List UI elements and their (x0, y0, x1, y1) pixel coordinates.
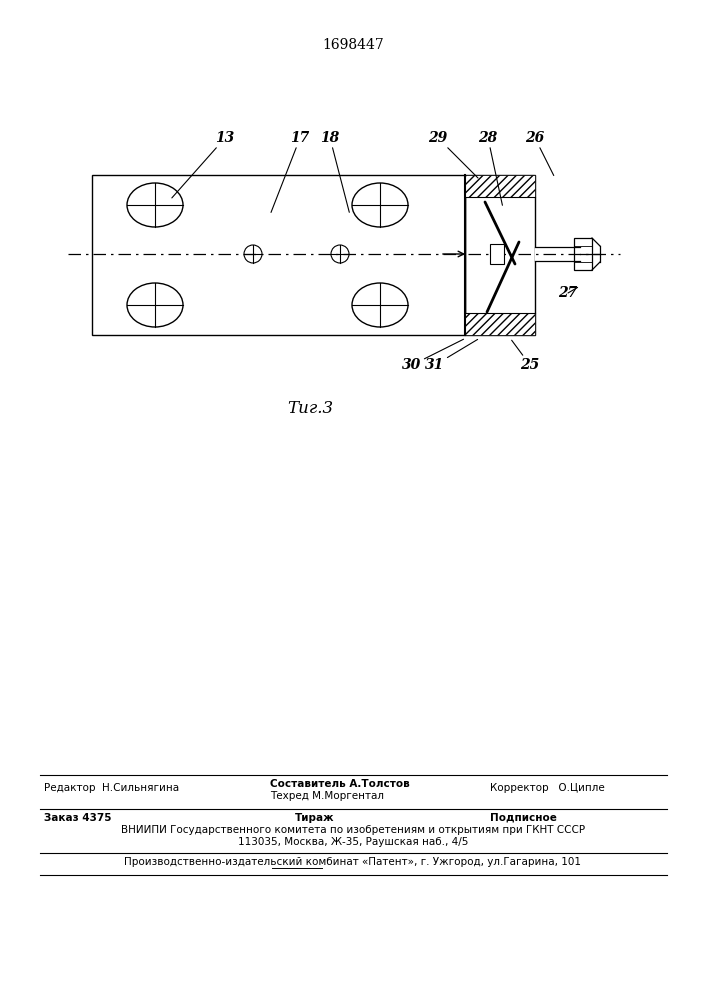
Bar (92, 175, 465, 335)
Text: Τиг.3: Τиг.3 (287, 400, 333, 417)
Text: ВНИИПИ Государственного комитета по изобретениям и открытиям при ГКНТ СССР: ВНИИПИ Государственного комитета по изоб… (121, 825, 585, 835)
Text: 31: 31 (426, 339, 478, 372)
Text: 25: 25 (512, 340, 539, 372)
Text: 29: 29 (428, 131, 478, 178)
Text: 113035, Москва, Ж-35, Раушская наб., 4/5: 113035, Москва, Ж-35, Раушская наб., 4/5 (238, 837, 468, 847)
Text: Корректор   О.Ципле: Корректор О.Ципле (490, 783, 604, 793)
Text: 17: 17 (271, 131, 310, 212)
Bar (465, 175, 535, 197)
Text: 26: 26 (525, 131, 554, 176)
Text: 27: 27 (559, 286, 578, 300)
Bar (465, 313, 535, 335)
Text: Производственно-издательский комбинат «Патент», г. Ужгород, ул.Гагарина, 101: Производственно-издательский комбинат «П… (124, 857, 581, 867)
Text: Подписное: Подписное (490, 813, 557, 823)
Text: 28: 28 (479, 131, 503, 205)
Bar (535, 247, 580, 261)
Bar (490, 244, 504, 264)
Text: Заказ 4375: Заказ 4375 (44, 813, 112, 823)
Text: Техред М.Моргентал: Техред М.Моргентал (270, 791, 384, 801)
Text: 30: 30 (402, 339, 464, 372)
Bar (465, 175, 535, 335)
Bar (574, 238, 592, 270)
Text: 18: 18 (320, 131, 349, 212)
Text: 1698447: 1698447 (322, 38, 384, 52)
Text: Редактор  Н.Сильнягина: Редактор Н.Сильнягина (44, 783, 179, 793)
Text: 13: 13 (172, 131, 235, 198)
Text: Тираж: Тираж (295, 813, 334, 823)
Text: Составитель А.Толстов: Составитель А.Толстов (270, 779, 410, 789)
